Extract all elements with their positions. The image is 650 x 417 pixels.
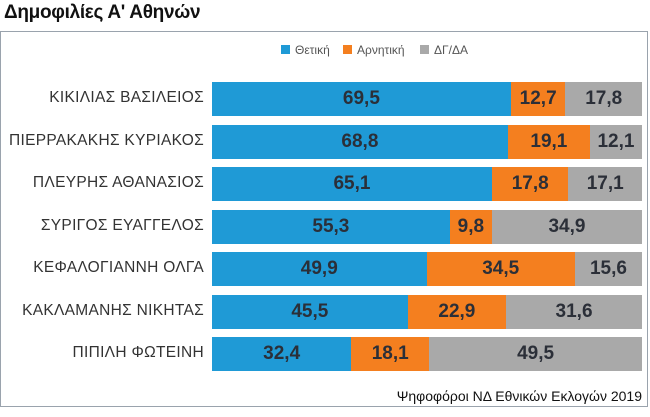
data-label: 68,8 — [341, 130, 379, 152]
category-label: ΣΥΡΙΓΟΣ ΕΥΑΓΓΕΛΟΣ — [40, 216, 204, 234]
data-label: 65,1 — [333, 173, 371, 194]
data-label: 15,6 — [589, 258, 627, 279]
bar-segment-negative — [407, 294, 507, 329]
legend-swatch — [420, 45, 429, 54]
legend-item-2: Αρνητική — [343, 43, 405, 57]
data-label: 34,9 — [548, 215, 586, 237]
category-label: ΠΙΕΡΡΑΚΑΚΗΣ ΚΥΡΙΑΚΟΣ — [9, 131, 204, 149]
bar-segment-positive — [212, 337, 352, 371]
data-label: 18,1 — [371, 343, 409, 364]
chart-legend: Θετική Αρνητική ΔΓ/ΔΑ — [0, 43, 650, 59]
bar-segment-negative — [491, 167, 569, 201]
legend-item-3: ΔΓ/ΔΑ — [420, 43, 468, 57]
data-label: 34,5 — [482, 258, 520, 279]
chart-frame — [0, 31, 648, 407]
bar-segment-positive — [212, 124, 508, 159]
bar-segment-positive — [212, 167, 492, 201]
chart-title: Δημοφιλίες Α' Αθηνών — [4, 2, 201, 23]
bar-segment-positive — [212, 82, 511, 116]
legend-label: Θετική — [295, 43, 330, 57]
data-label: 17,1 — [586, 173, 624, 194]
category-label: ΚΑΚΛΑΜΑΝΗΣ ΝΙΚΗΤΑΣ — [22, 301, 204, 319]
data-label: 17,8 — [511, 173, 549, 194]
data-label: 12,7 — [519, 88, 557, 109]
legend-label: ΔΓ/ΔΑ — [434, 43, 468, 57]
category-label: ΠΛΕΥΡΗΣ ΑΘΑΝΑΣΙΟΣ — [32, 174, 204, 191]
data-label: 49,9 — [300, 258, 338, 279]
bar-segment-negative — [510, 82, 566, 116]
bar-segment-dk — [574, 252, 642, 286]
legend-swatch — [343, 45, 352, 54]
bar-segment-dk — [565, 82, 642, 116]
data-label: 49,5 — [517, 343, 555, 364]
bar-segment-positive — [212, 209, 450, 244]
category-label: ΚΙΚΙΛΙΑΣ ΒΑΣΙΛΕΙΟΣ — [49, 89, 204, 106]
data-label: 12,1 — [597, 130, 635, 152]
bar-segment-dk — [429, 337, 642, 371]
bar-segment-positive — [212, 252, 427, 286]
data-label: 19,1 — [530, 130, 568, 152]
bar-segment-dk — [491, 209, 642, 244]
bar-segment-dk — [568, 167, 642, 201]
bar-segment-dk — [589, 124, 642, 159]
bar-segment-positive — [212, 294, 408, 329]
category-label: ΚΕΦΑΛΟΓΙΑΝΝΗ ΟΛΓΑ — [33, 259, 204, 276]
data-label: 17,8 — [585, 88, 623, 109]
bar-segment-negative — [449, 209, 492, 244]
data-label: 9,8 — [457, 215, 485, 237]
bar-segment-negative — [426, 252, 575, 286]
data-label: 55,3 — [312, 215, 350, 237]
data-label: 22,9 — [438, 300, 476, 322]
data-label: 32,4 — [263, 343, 301, 364]
bar-segment-negative — [351, 337, 430, 371]
data-label: 69,5 — [342, 88, 380, 109]
bar-segment-negative — [507, 124, 590, 159]
legend-item-1: Θετική — [281, 43, 330, 57]
legend-swatch — [281, 45, 290, 54]
data-label: 45,5 — [291, 300, 329, 322]
legend-label: Αρνητική — [357, 43, 405, 57]
bar-segment-dk — [506, 294, 642, 329]
footer-note: Ψηφοφόροι ΝΔ Εθνικών Εκλογών 2019 — [396, 388, 642, 404]
data-label: 31,6 — [555, 300, 593, 322]
category-label: ΠΙΠΙΛΗ ΦΩΤΕΙΝΗ — [72, 344, 204, 361]
